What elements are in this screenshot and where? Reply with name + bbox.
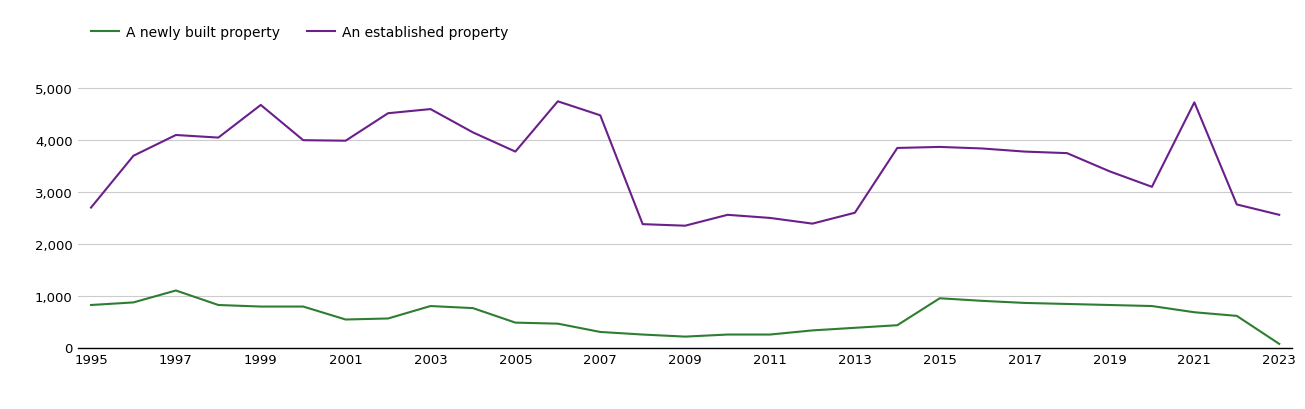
An established property bbox=[253, 103, 269, 108]
An established property bbox=[1229, 202, 1245, 207]
A newly built property bbox=[805, 328, 821, 333]
A newly built property bbox=[762, 332, 778, 337]
An established property bbox=[508, 150, 523, 155]
A newly built property bbox=[168, 288, 184, 293]
A newly built property bbox=[84, 303, 99, 308]
An established property bbox=[1144, 185, 1160, 190]
An established property bbox=[720, 213, 736, 218]
A newly built property bbox=[890, 323, 906, 328]
A newly built property bbox=[549, 321, 565, 326]
An established property bbox=[84, 206, 99, 211]
A newly built property bbox=[125, 300, 141, 305]
A newly built property bbox=[1017, 301, 1032, 306]
A newly built property bbox=[1101, 303, 1117, 308]
An established property bbox=[338, 139, 354, 144]
Line: An established property: An established property bbox=[91, 102, 1279, 226]
An established property bbox=[380, 112, 395, 117]
An established property bbox=[549, 100, 565, 105]
An established property bbox=[295, 138, 311, 143]
A newly built property bbox=[423, 304, 438, 309]
A newly built property bbox=[210, 303, 226, 308]
An established property bbox=[1017, 150, 1032, 155]
An established property bbox=[762, 216, 778, 221]
An established property bbox=[1060, 151, 1075, 156]
An established property bbox=[932, 145, 947, 150]
A newly built property bbox=[634, 332, 650, 337]
An established property bbox=[465, 130, 480, 135]
A newly built property bbox=[338, 317, 354, 322]
A newly built property bbox=[380, 316, 395, 321]
An established property bbox=[592, 114, 608, 119]
An established property bbox=[634, 222, 650, 227]
An established property bbox=[168, 133, 184, 138]
An established property bbox=[975, 147, 990, 152]
Legend: A newly built property, An established property: A newly built property, An established p… bbox=[85, 20, 514, 45]
A newly built property bbox=[932, 296, 947, 301]
A newly built property bbox=[975, 299, 990, 303]
A newly built property bbox=[1144, 304, 1160, 309]
A newly built property bbox=[1186, 310, 1202, 315]
Line: A newly built property: A newly built property bbox=[91, 291, 1279, 344]
An established property bbox=[890, 146, 906, 151]
A newly built property bbox=[1229, 314, 1245, 319]
A newly built property bbox=[465, 306, 480, 311]
A newly built property bbox=[1060, 302, 1075, 307]
An established property bbox=[210, 136, 226, 141]
A newly built property bbox=[592, 330, 608, 335]
A newly built property bbox=[295, 304, 311, 309]
An established property bbox=[677, 224, 693, 229]
A newly built property bbox=[677, 334, 693, 339]
An established property bbox=[1101, 169, 1117, 174]
An established property bbox=[1271, 213, 1287, 218]
An established property bbox=[1186, 101, 1202, 106]
A newly built property bbox=[847, 326, 863, 330]
An established property bbox=[847, 211, 863, 216]
An established property bbox=[805, 222, 821, 227]
A newly built property bbox=[508, 320, 523, 325]
A newly built property bbox=[253, 304, 269, 309]
A newly built property bbox=[1271, 342, 1287, 346]
An established property bbox=[423, 107, 438, 112]
An established property bbox=[125, 154, 141, 159]
A newly built property bbox=[720, 332, 736, 337]
